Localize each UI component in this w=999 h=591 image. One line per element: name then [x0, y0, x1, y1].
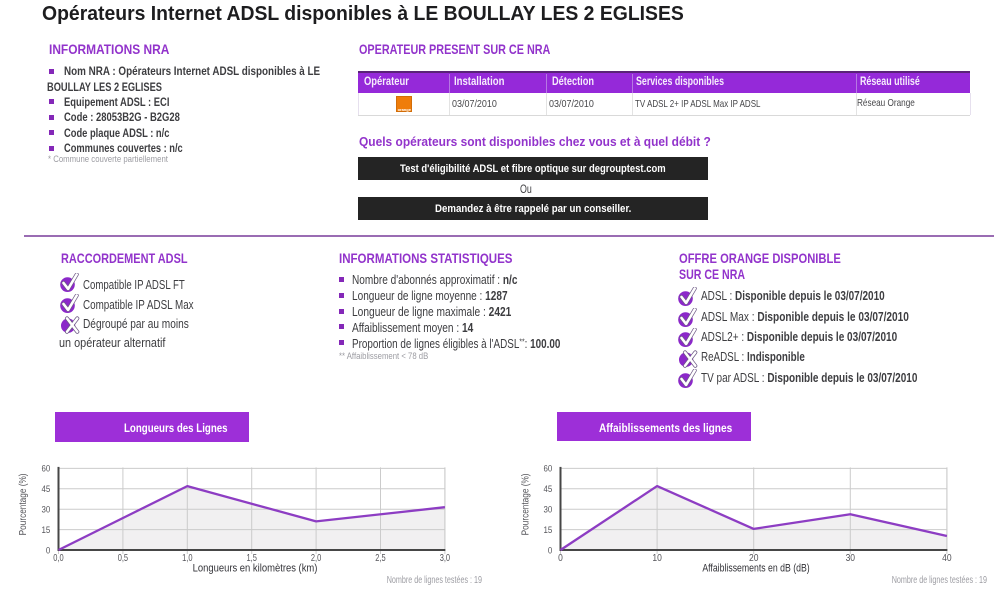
svg-text:30: 30 — [42, 504, 51, 515]
svg-text:Affaiblissements en dB (dB): Affaiblissements en dB (dB) — [702, 563, 809, 575]
svg-text:15: 15 — [42, 524, 51, 535]
svg-text:0: 0 — [46, 545, 51, 556]
svg-text:3,0: 3,0 — [440, 552, 450, 563]
svg-text:0: 0 — [558, 552, 563, 563]
svg-text:1,5: 1,5 — [246, 552, 256, 563]
svg-text:Pourcentage (%): Pourcentage (%) — [17, 473, 28, 535]
svg-text:10: 10 — [652, 552, 661, 563]
svg-text:15: 15 — [544, 524, 553, 535]
svg-text:Longueurs en kilomètres (km): Longueurs en kilomètres (km) — [193, 563, 318, 575]
svg-text:40: 40 — [942, 552, 951, 563]
svg-text:1,0: 1,0 — [182, 552, 192, 563]
svg-text:2,0: 2,0 — [311, 552, 321, 563]
svg-text:60: 60 — [544, 463, 553, 474]
svg-text:0: 0 — [548, 545, 553, 556]
svg-text:Nombre de lignes testées : 19: Nombre de lignes testées : 19 — [892, 574, 987, 585]
svg-text:20: 20 — [749, 552, 758, 563]
svg-text:Nombre de lignes testées : 19: Nombre de lignes testées : 19 — [387, 574, 482, 585]
svg-text:0,5: 0,5 — [118, 552, 128, 563]
svg-text:2,5: 2,5 — [375, 552, 385, 563]
svg-text:Pourcentage (%): Pourcentage (%) — [520, 473, 531, 535]
svg-text:30: 30 — [846, 552, 855, 563]
svg-text:45: 45 — [544, 483, 553, 494]
svg-text:45: 45 — [42, 483, 51, 494]
svg-text:60: 60 — [42, 463, 51, 474]
svg-text:0,0: 0,0 — [53, 552, 63, 563]
svg-text:30: 30 — [544, 504, 553, 515]
